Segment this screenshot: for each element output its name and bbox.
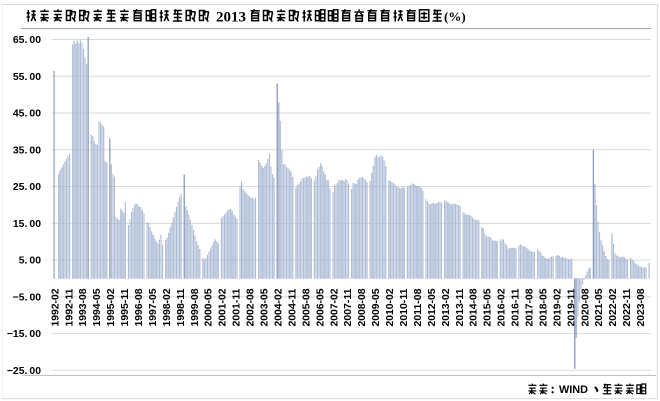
svg-text:(%): (%) — [444, 9, 466, 24]
svg-text:2011-08: 2011-08 — [413, 288, 424, 326]
svg-text:2014-08: 2014-08 — [469, 288, 480, 326]
svg-text:2001-11: 2001-11 — [232, 288, 243, 326]
svg-text:1995-11: 1995-11 — [120, 288, 131, 326]
svg-text:2006-05: 2006-05 — [315, 288, 326, 326]
svg-text:1995-02: 1995-02 — [106, 288, 117, 326]
svg-text:2002-08: 2002-08 — [246, 288, 257, 326]
svg-text:5. 00: 5. 00 — [19, 256, 42, 267]
svg-text:65. 00: 65. 00 — [13, 35, 41, 46]
svg-text:2012-05: 2012-05 — [427, 288, 438, 326]
svg-text:2013-11: 2013-11 — [455, 288, 466, 326]
svg-text:2007-02: 2007-02 — [329, 288, 340, 326]
svg-text:2000-05: 2000-05 — [204, 288, 215, 326]
svg-text:1997-05: 1997-05 — [148, 288, 159, 326]
svg-text:2005-08: 2005-08 — [301, 288, 312, 326]
svg-text:2008-08: 2008-08 — [357, 288, 368, 326]
svg-text:2007-11: 2007-11 — [343, 288, 354, 326]
svg-text:2013-02: 2013-02 — [441, 288, 452, 326]
svg-text:−15. 00: −15. 00 — [7, 329, 41, 340]
svg-text:2016-02: 2016-02 — [497, 288, 508, 326]
svg-text:15. 00: 15. 00 — [13, 219, 41, 230]
svg-text:45. 00: 45. 00 — [13, 109, 41, 120]
svg-text:1996-08: 1996-08 — [134, 288, 145, 326]
svg-text:WIND: WIND — [559, 384, 588, 396]
svg-text:2004-11: 2004-11 — [287, 288, 298, 326]
svg-text:1992-02: 1992-02 — [50, 288, 61, 326]
svg-text:2009-05: 2009-05 — [371, 288, 382, 326]
svg-text:1993-08: 1993-08 — [78, 288, 89, 326]
svg-text:1994-05: 1994-05 — [92, 288, 103, 326]
svg-text:2013: 2013 — [216, 10, 246, 26]
svg-text:2023-08: 2023-08 — [636, 288, 647, 326]
svg-text:2020-08: 2020-08 — [580, 288, 591, 326]
svg-text:1999-08: 1999-08 — [190, 288, 201, 326]
svg-text:2022-02: 2022-02 — [608, 288, 619, 326]
svg-text:25. 00: 25. 00 — [13, 182, 41, 193]
svg-text:55. 00: 55. 00 — [13, 72, 41, 83]
svg-text:2001-02: 2001-02 — [218, 288, 229, 326]
svg-text:1998-11: 1998-11 — [176, 288, 187, 326]
svg-text:2022-11: 2022-11 — [622, 288, 633, 326]
svg-text:2019-02: 2019-02 — [552, 288, 563, 326]
svg-text:2015-05: 2015-05 — [483, 288, 494, 326]
svg-text:35. 00: 35. 00 — [13, 145, 41, 156]
svg-text:2021-05: 2021-05 — [594, 288, 605, 326]
svg-text:2019-11: 2019-11 — [566, 288, 577, 326]
svg-text:2017-08: 2017-08 — [525, 288, 536, 326]
svg-text:−5. 00: −5. 00 — [13, 292, 42, 303]
svg-text:2010-11: 2010-11 — [399, 288, 410, 326]
svg-text:2010-02: 2010-02 — [385, 288, 396, 326]
svg-text:2016-11: 2016-11 — [511, 288, 522, 326]
svg-text:1992-11: 1992-11 — [64, 288, 75, 326]
svg-text:2003-05: 2003-05 — [260, 288, 271, 326]
svg-text:2018-05: 2018-05 — [538, 288, 549, 326]
svg-text:2004-02: 2004-02 — [273, 288, 284, 326]
svg-text:1998-02: 1998-02 — [162, 288, 173, 326]
svg-text:−25. 00: −25. 00 — [7, 366, 41, 377]
